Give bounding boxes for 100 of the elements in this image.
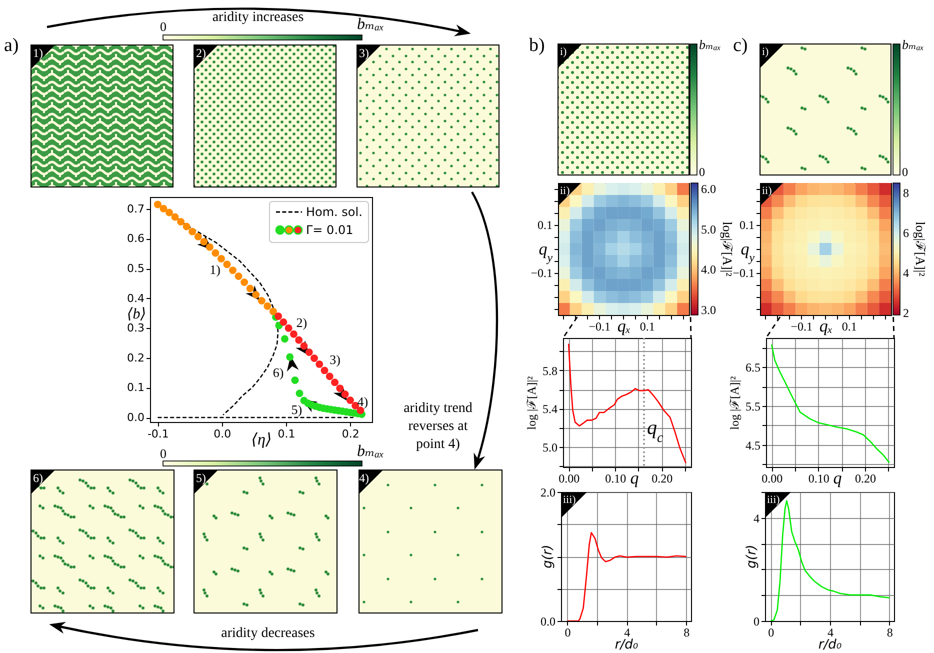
color-bar-label: 4 xyxy=(903,266,909,280)
color-bar-label: 2 xyxy=(903,306,909,320)
text: aridity increases xyxy=(211,10,305,26)
y-tick-label: 6.5 xyxy=(746,360,760,375)
y-tick-label: 5.4 xyxy=(542,402,558,416)
y-tick-label: 2.0 xyxy=(540,486,556,500)
text: 4) xyxy=(359,471,369,486)
y-tick-label: 5.5 xyxy=(746,399,760,414)
text: 6) xyxy=(33,471,43,486)
y-tick-label: 0.0 xyxy=(127,411,144,424)
text: 1) xyxy=(33,46,43,60)
annotation: 6) xyxy=(272,365,284,380)
text: a) xyxy=(4,35,19,57)
text: 0 xyxy=(699,165,705,180)
x-tick-label: 0.2 xyxy=(342,428,360,440)
y-tick-label: 0.6 xyxy=(127,232,144,246)
text: bₘₐₓ xyxy=(902,37,924,52)
annotation: iii) xyxy=(563,494,576,506)
text: bₘₐₓ xyxy=(357,16,384,34)
y-tick-label: 0.7 xyxy=(127,202,144,216)
y-axis-title: q$_{y}$ xyxy=(538,240,554,264)
x-axis-title: q xyxy=(630,468,640,488)
y-tick-label: 4.5 xyxy=(746,438,760,452)
x-tick-label: 0 xyxy=(564,626,571,640)
x-tick-label: 0.10 xyxy=(605,472,626,486)
text: 5) xyxy=(196,471,206,486)
x-tick-label: 0 xyxy=(768,626,774,640)
x-tick-label: 0.00 xyxy=(558,472,580,486)
y-tick-label: 0.0 xyxy=(540,614,556,628)
annotation: iii) xyxy=(767,494,780,506)
x-tick-label: 0.20 xyxy=(652,472,673,486)
color-bar-title: log|ℱ[A]|² xyxy=(913,222,928,276)
annotation: 1) xyxy=(210,262,220,278)
text: 2) xyxy=(196,46,206,60)
annotation: 3) xyxy=(330,352,340,368)
y-tick-label: 0 xyxy=(754,614,760,628)
annotation: ii) xyxy=(762,185,772,198)
color-bar-label: 5.0 xyxy=(701,222,716,236)
y-axis-title: g(r) xyxy=(540,544,556,568)
annotation: 5) xyxy=(291,402,302,418)
text: i) xyxy=(762,46,769,58)
x-tick-label: 0.00 xyxy=(762,472,783,486)
y-tick-label: 0.1 xyxy=(740,218,754,232)
color-bar-label: 4.0 xyxy=(701,262,716,277)
x-tick-label: −0.1 xyxy=(588,320,611,334)
annotation: 2) xyxy=(296,315,308,330)
x-axis-title: qₓ xyxy=(819,316,833,336)
x-axis-title: ⟨η⟩ xyxy=(251,432,272,448)
y-axis-title: log |ℱ[A]|² xyxy=(524,376,538,430)
x-axis-title: qₓ xyxy=(617,316,631,336)
color-bar-label: 8 xyxy=(903,186,909,200)
x-tick-label: 0.10 xyxy=(808,472,830,486)
y-axis-title: ⟨b⟩ xyxy=(126,306,146,322)
x-tick-label: 0.1 xyxy=(842,320,857,334)
x-tick-label: −0.1 xyxy=(790,320,813,334)
y-tick-label: −0.1 xyxy=(530,266,552,280)
annotation: 4) xyxy=(357,394,368,409)
text: aridity decreases xyxy=(220,626,316,642)
text: 0 xyxy=(902,165,908,180)
y-tick-label: 0.3 xyxy=(127,322,144,335)
y-tick-label: 5.8 xyxy=(542,364,558,378)
legend-label: Γ= 0.01 xyxy=(306,223,354,237)
y-tick-label: 4 xyxy=(754,511,760,526)
x-axis-title: r/d₀ xyxy=(614,638,639,652)
y-tick-label: 5.0 xyxy=(542,440,558,454)
x-axis-title: q xyxy=(833,468,842,488)
text: 0 xyxy=(160,19,166,34)
annotation: ii) xyxy=(560,185,570,198)
y-axis-title: q$_{y}$ xyxy=(740,240,756,264)
y-tick-label: 0.5 xyxy=(127,262,144,276)
y-axis-title: g(r) xyxy=(744,544,760,568)
y-tick-label: −0.1 xyxy=(732,266,754,280)
ref-line-label: q$_{c}$ xyxy=(646,417,664,446)
text: 3) xyxy=(359,46,369,60)
text: i) xyxy=(560,46,567,58)
color-bar-label: 3.0 xyxy=(701,302,716,317)
x-tick-label: 0.1 xyxy=(278,428,296,440)
x-tick-label: 4 xyxy=(828,626,834,640)
legend-label: Hom. sol. xyxy=(306,205,362,219)
text: aridity trend reverses at point 4) xyxy=(402,400,474,454)
text: bₘₐₓ xyxy=(357,443,384,461)
x-tick-label: 0.1 xyxy=(640,320,655,334)
text: bₘₐₓ xyxy=(699,37,721,52)
x-tick-label: 8 xyxy=(886,626,893,640)
x-tick-label: -0.1 xyxy=(147,428,169,440)
y-tick-label: 0.2 xyxy=(127,351,144,364)
x-tick-label: 0.0 xyxy=(214,428,232,440)
y-axis-title: log |ℱ[A]|² xyxy=(728,376,742,430)
x-tick-label: 0.20 xyxy=(855,472,876,486)
text: c) xyxy=(733,35,748,57)
y-tick-label: 0.1 xyxy=(127,381,144,394)
x-tick-label: 4 xyxy=(624,626,630,640)
y-tick-label: 0.1 xyxy=(538,218,552,232)
y-tick-label: 0.4 xyxy=(127,292,144,305)
color-bar-title: log|ℱ[A]|² xyxy=(720,222,735,276)
text: b) xyxy=(529,35,545,57)
color-bar-label: 6 xyxy=(903,226,909,240)
x-tick-label: 8 xyxy=(684,626,690,640)
text: 0 xyxy=(160,446,166,462)
color-bar-label: 6.0 xyxy=(701,182,716,196)
